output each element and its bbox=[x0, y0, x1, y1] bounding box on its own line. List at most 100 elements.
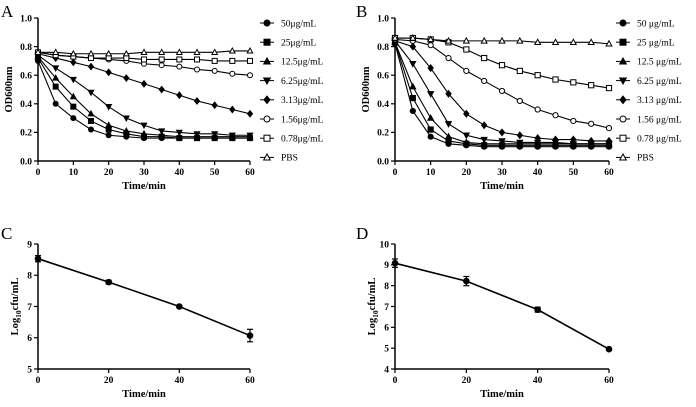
data-point bbox=[229, 57, 236, 64]
y-tick-label: 0.8 bbox=[20, 43, 32, 53]
data-point bbox=[605, 125, 613, 132]
x-tick-label: 0 bbox=[393, 168, 398, 178]
data-point bbox=[122, 115, 130, 123]
series-0 bbox=[34, 254, 254, 343]
x-tick-label: 50 bbox=[569, 168, 579, 178]
legend-item-50-g-ml: 50μg/mL bbox=[260, 19, 316, 29]
data-point bbox=[246, 132, 254, 140]
data-point bbox=[409, 33, 417, 41]
legend-label: 50μg/mL bbox=[281, 19, 316, 29]
y-tick-label: 0.4 bbox=[20, 100, 32, 110]
y-tick-label: 9 bbox=[384, 261, 389, 271]
legend-label: 3.13μg/mL bbox=[281, 96, 323, 106]
y-tick-label: 0.0 bbox=[377, 157, 389, 167]
legend-marker bbox=[263, 38, 271, 46]
data-point bbox=[481, 77, 488, 85]
data-point bbox=[570, 79, 577, 86]
series-pbs bbox=[391, 33, 613, 47]
legend-item-1-56-g-ml: 1.56μg/mL bbox=[260, 115, 323, 125]
x-tick-label: 60 bbox=[604, 168, 614, 178]
legend-marker bbox=[618, 56, 628, 65]
legend-marker bbox=[263, 95, 271, 105]
data-point bbox=[481, 54, 488, 62]
legend-item-6-25-g-ml: 6.25μg/mL bbox=[260, 77, 323, 87]
data-point bbox=[427, 42, 434, 49]
data-point bbox=[463, 46, 470, 53]
x-tick-label: 20 bbox=[104, 168, 114, 178]
data-point bbox=[52, 74, 60, 81]
data-point bbox=[498, 138, 506, 146]
data-point bbox=[570, 135, 577, 144]
data-point bbox=[552, 112, 559, 119]
data-point bbox=[534, 306, 541, 313]
data-point bbox=[140, 129, 148, 137]
data-point bbox=[588, 82, 595, 89]
data-point bbox=[551, 38, 560, 46]
data-point bbox=[587, 136, 595, 146]
panel-letter-d: D bbox=[356, 224, 368, 243]
legend-label: 0.78μg/mL bbox=[281, 135, 323, 145]
series-6-25-g-ml bbox=[34, 52, 254, 140]
data-point bbox=[175, 48, 183, 55]
data-point bbox=[445, 54, 452, 62]
data-point bbox=[426, 35, 435, 43]
data-point bbox=[569, 38, 578, 46]
data-point bbox=[211, 57, 218, 64]
x-tick-label: 10 bbox=[69, 168, 79, 178]
data-point bbox=[228, 46, 236, 54]
legend-label: 3.13 μg/mL bbox=[637, 96, 682, 106]
y-tick-label: 7 bbox=[27, 303, 32, 313]
data-point bbox=[480, 121, 488, 130]
data-point bbox=[516, 67, 523, 75]
x-tick-label: 60 bbox=[604, 376, 614, 386]
data-point bbox=[480, 136, 488, 144]
data-point bbox=[140, 122, 148, 130]
x-tick-label: 40 bbox=[533, 376, 543, 386]
x-tick-label: 40 bbox=[175, 376, 185, 386]
data-point bbox=[105, 68, 112, 77]
x-tick-label: 20 bbox=[462, 168, 472, 178]
legend-marker bbox=[619, 38, 627, 46]
y-tick-label: 5 bbox=[384, 344, 389, 354]
x-tick-label: 40 bbox=[533, 168, 543, 178]
data-point bbox=[409, 42, 417, 51]
x-axis-label: Time/min bbox=[480, 181, 524, 192]
data-point bbox=[391, 259, 399, 267]
legend-item-6-25-g-ml: 6.25 μg/mL bbox=[616, 77, 682, 87]
data-point bbox=[34, 255, 42, 262]
legend-label: 12.5μg/mL bbox=[281, 58, 323, 68]
panel-letter-b: B bbox=[356, 2, 367, 21]
data-point bbox=[588, 120, 595, 127]
data-point bbox=[69, 49, 77, 57]
series-0-line bbox=[394, 262, 610, 350]
legend-label: PBS bbox=[637, 154, 654, 164]
legend-item-3-13-g-ml: 3.13μg/mL bbox=[260, 95, 323, 106]
data-point bbox=[194, 56, 200, 63]
legend-item-0-78-g-ml: 0.78 μg/mL bbox=[616, 135, 682, 145]
legend-item-3-13-g-ml: 3.13 μg/mL bbox=[616, 95, 682, 106]
data-point bbox=[409, 94, 416, 102]
legend-marker bbox=[619, 95, 627, 105]
data-point bbox=[534, 72, 541, 79]
data-point bbox=[246, 332, 254, 339]
legend-label: PBS bbox=[281, 154, 298, 164]
data-point bbox=[211, 48, 219, 55]
data-point bbox=[87, 89, 95, 97]
y-tick-label: 9 bbox=[27, 240, 32, 250]
data-point bbox=[105, 132, 112, 139]
y-tick-label: 5 bbox=[27, 365, 32, 375]
x-tick-label: 20 bbox=[462, 376, 472, 386]
data-point bbox=[516, 139, 524, 147]
x-tick-label: 60 bbox=[245, 168, 255, 178]
data-point bbox=[498, 62, 506, 69]
y-tick-label: 0.6 bbox=[377, 72, 389, 82]
data-point bbox=[444, 121, 453, 128]
data-point bbox=[391, 33, 399, 41]
panel-c-cfu-chart: 0 20 40 60 5 6 7 8 9 Time/min Log10cfu/mL bbox=[10, 240, 255, 400]
data-point bbox=[193, 97, 201, 105]
data-point bbox=[87, 49, 95, 57]
legend: 50μg/mL 25μg/mL 12.5μg/mL 6.25μg/mL 3.13μg/m… bbox=[260, 19, 323, 164]
series-pbs bbox=[34, 46, 254, 57]
data-point bbox=[87, 62, 95, 71]
